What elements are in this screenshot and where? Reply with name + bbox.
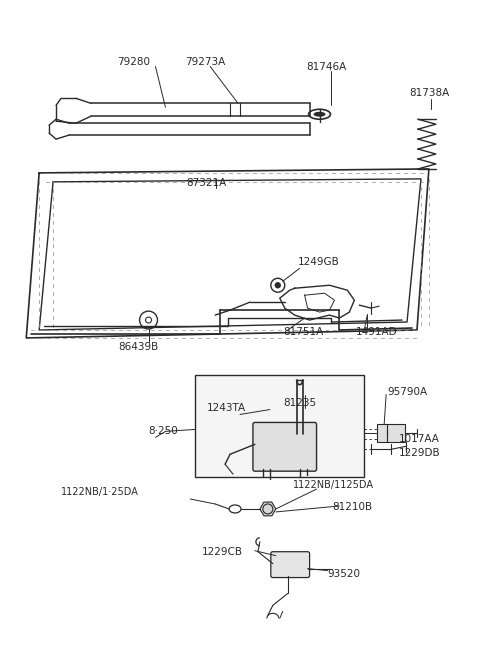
Text: 1122NB/1125DA: 1122NB/1125DA: [293, 480, 374, 490]
FancyBboxPatch shape: [253, 422, 316, 471]
Text: 86439B: 86439B: [119, 342, 159, 352]
Text: 81746A: 81746A: [307, 62, 347, 72]
Text: 1229CB: 1229CB: [202, 547, 243, 556]
Text: 79280: 79280: [117, 57, 150, 66]
Text: 81751A: 81751A: [283, 327, 323, 337]
Text: 87321A: 87321A: [186, 178, 227, 188]
Text: 1243TA: 1243TA: [207, 403, 246, 413]
Bar: [195, 374, 364, 477]
Circle shape: [276, 283, 280, 288]
Text: 81235: 81235: [283, 397, 316, 407]
Text: 8·250: 8·250: [148, 426, 178, 436]
Text: 1491AD: 1491AD: [355, 327, 397, 337]
Ellipse shape: [313, 112, 325, 117]
Text: 93520: 93520: [327, 568, 360, 579]
FancyBboxPatch shape: [271, 552, 310, 578]
Text: 1249GB: 1249GB: [298, 258, 339, 267]
Text: 1122NB/1·25DA: 1122NB/1·25DA: [61, 487, 139, 497]
Text: 1017AA: 1017AA: [399, 434, 440, 444]
Text: 79273A: 79273A: [185, 57, 226, 66]
Text: 81210B: 81210B: [333, 502, 372, 512]
Text: 95790A: 95790A: [387, 386, 427, 397]
Text: 1229DB: 1229DB: [399, 448, 441, 459]
Bar: [377, 424, 405, 442]
Text: 81738A: 81738A: [409, 89, 449, 99]
